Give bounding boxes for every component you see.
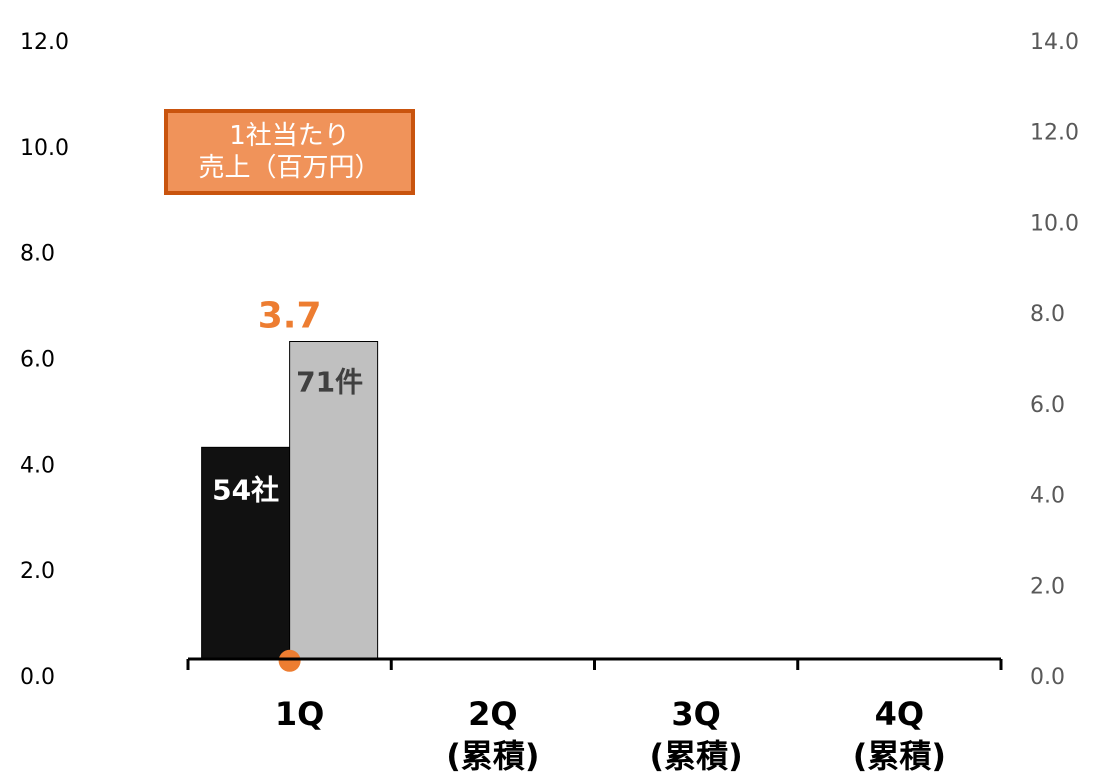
bar-companies-label: 54社 [212,473,279,506]
y-right-tick: 14.0 [1030,30,1079,55]
category-label: (累積) [446,737,539,775]
y-right-tick: 2.0 [1030,574,1065,599]
category-label: (累積) [649,737,742,775]
y-left-tick: 4.0 [20,453,55,478]
sales-per-company-label: 3.7 [258,296,322,337]
bar-cases-label: 71件 [296,366,363,399]
y-left-tick: 8.0 [20,242,55,267]
category-label: 2Q [468,695,517,733]
y-right-tick: 4.0 [1030,484,1065,509]
bar-cases [289,341,379,660]
y-right-tick: 0.0 [1030,665,1065,690]
y-right-tick: 8.0 [1030,302,1065,327]
category-label: (累積) [853,737,946,775]
y-left-tick: 0.0 [20,665,55,690]
category-label: 3Q [671,695,720,733]
y-right-tick: 12.0 [1030,121,1079,146]
legend-line-1: 1社当たり [229,121,350,151]
y-left-tick: 6.0 [20,348,55,373]
y-right-tick: 6.0 [1030,393,1065,418]
y-right-tick: 10.0 [1030,211,1079,236]
sales-per-company-point [278,649,301,672]
category-label: 1Q [275,695,324,733]
y-left-tick: 10.0 [20,136,69,161]
legend-line-2: 売上（百万円） [198,153,381,183]
y-left-tick: 2.0 [20,559,55,584]
category-label: 4Q [875,695,924,733]
legend-box: 1社当たり 売上（百万円） [164,109,415,195]
y-left-tick: 12.0 [20,30,69,55]
bar-companies [201,446,291,660]
